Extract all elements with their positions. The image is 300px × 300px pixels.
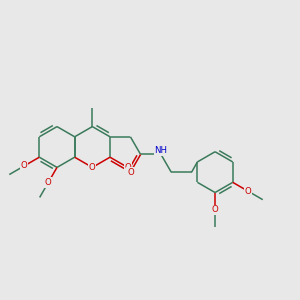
Text: O: O xyxy=(127,168,134,177)
Text: O: O xyxy=(21,161,28,170)
Text: NH: NH xyxy=(154,146,167,155)
Text: O: O xyxy=(212,206,218,214)
Text: O: O xyxy=(124,163,131,172)
Text: O: O xyxy=(244,187,251,196)
Text: O: O xyxy=(89,163,96,172)
Text: O: O xyxy=(45,178,52,187)
